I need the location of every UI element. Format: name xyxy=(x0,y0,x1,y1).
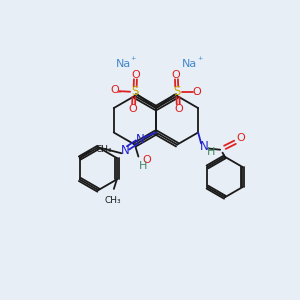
Text: ⁻: ⁻ xyxy=(193,92,199,102)
Text: O: O xyxy=(236,133,245,143)
Text: ⁺: ⁺ xyxy=(197,56,203,66)
Text: O: O xyxy=(175,104,183,114)
Text: ⁺: ⁺ xyxy=(130,56,136,66)
Text: ⁻: ⁻ xyxy=(115,91,120,100)
Text: CH₃: CH₃ xyxy=(104,196,121,206)
Text: O: O xyxy=(192,87,201,97)
Text: H: H xyxy=(139,161,147,171)
Text: N: N xyxy=(200,140,209,153)
Text: O: O xyxy=(129,104,137,114)
Text: S: S xyxy=(131,85,138,98)
Text: O: O xyxy=(111,85,120,95)
Text: Na: Na xyxy=(116,58,131,68)
Text: S: S xyxy=(174,85,181,98)
Text: H: H xyxy=(207,147,216,158)
Text: O: O xyxy=(132,70,140,80)
Text: CH₃: CH₃ xyxy=(95,145,112,154)
Text: O: O xyxy=(142,154,151,164)
Text: N: N xyxy=(136,133,145,146)
Text: N: N xyxy=(121,144,129,157)
Text: O: O xyxy=(172,70,180,80)
Text: Na: Na xyxy=(182,58,197,68)
